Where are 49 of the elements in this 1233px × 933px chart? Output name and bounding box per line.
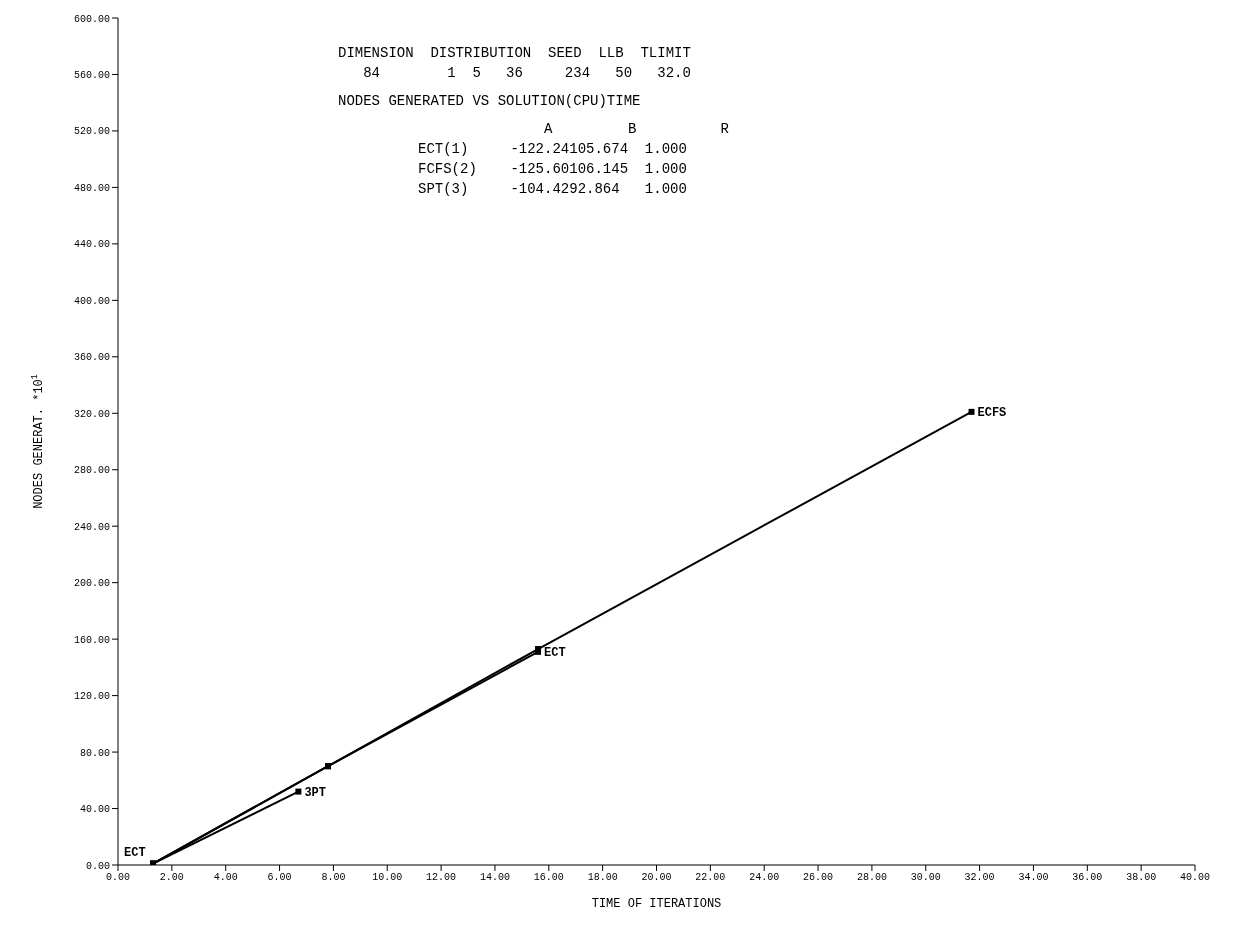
x-tick-label: 6.00: [267, 872, 292, 884]
x-tick-label: 36.00: [1072, 872, 1103, 884]
x-tick-label: 20.00: [641, 872, 672, 884]
y-tick-label: 600.00: [73, 13, 110, 25]
y-tick-label: 320.00: [73, 408, 110, 420]
y-tick-label: 560.00: [73, 70, 110, 82]
annotation: 84 1 5 36 234 50 32.0: [362, 64, 692, 83]
x-tick-label: 32.00: [964, 872, 995, 884]
series-label: 3PT: [304, 785, 327, 800]
x-tick-label: 38.00: [1126, 872, 1157, 884]
y-tick-label: 400.00: [73, 295, 110, 307]
y-tick-label: 360.00: [73, 352, 110, 364]
x-tick-label: 26.00: [803, 872, 834, 884]
y-tick-label: 200.00: [73, 578, 110, 590]
x-tick-label: 12.00: [426, 872, 457, 884]
x-tick-label: 10.00: [372, 872, 403, 884]
y-tick-label: 120.00: [73, 691, 110, 703]
y-tick-label: 160.00: [73, 634, 110, 646]
y-tick-label: 240.00: [73, 521, 110, 533]
annotation: FCFS(2) -125.60106.145 1.000: [418, 160, 688, 179]
series-label: ECT: [544, 645, 566, 660]
x-tick-label: 14.00: [479, 872, 510, 884]
x-tick-label: 8.00: [321, 872, 346, 884]
x-tick-label: 22.00: [695, 872, 726, 884]
annotation: A B R: [543, 120, 729, 139]
y-tick-label: 520.00: [73, 126, 110, 138]
y-tick-label: 280.00: [73, 465, 110, 477]
x-tick-label: 30.00: [910, 872, 941, 884]
x-tick-label: 16.00: [533, 872, 564, 884]
annotation: ECT(1) -122.24105.674 1.000: [418, 140, 688, 159]
x-tick-label: 34.00: [1018, 872, 1049, 884]
annotation: ECT: [124, 846, 146, 860]
y-tick-label: 480.00: [73, 182, 110, 194]
y-tick-label: 80.00: [79, 747, 110, 759]
x-tick-label: 24.00: [749, 872, 780, 884]
x-tick-label: 18.00: [587, 872, 618, 884]
x-tick-label: 28.00: [856, 872, 887, 884]
series-label: ECFS: [977, 405, 1007, 420]
x-axis-title: TIME OF ITERATIONS: [591, 897, 722, 911]
x-tick-label: 4.00: [213, 872, 238, 884]
annotation: DIMENSION DISTRIBUTION SEED LLB TLIMIT: [338, 44, 692, 63]
annotation: SPT(3) -104.4292.864 1.000: [418, 180, 688, 199]
x-tick-label: 2.00: [159, 872, 184, 884]
x-tick-label: 0.00: [105, 872, 131, 884]
y-tick-label: 40.00: [79, 804, 110, 816]
y-tick-label: 440.00: [73, 239, 110, 251]
text: NODES GENERATED VS SOLUTION(CPU)TIME: [338, 92, 642, 111]
x-tick-label: 40.00: [1179, 872, 1211, 884]
y-tick-label: 0.00: [85, 860, 110, 872]
